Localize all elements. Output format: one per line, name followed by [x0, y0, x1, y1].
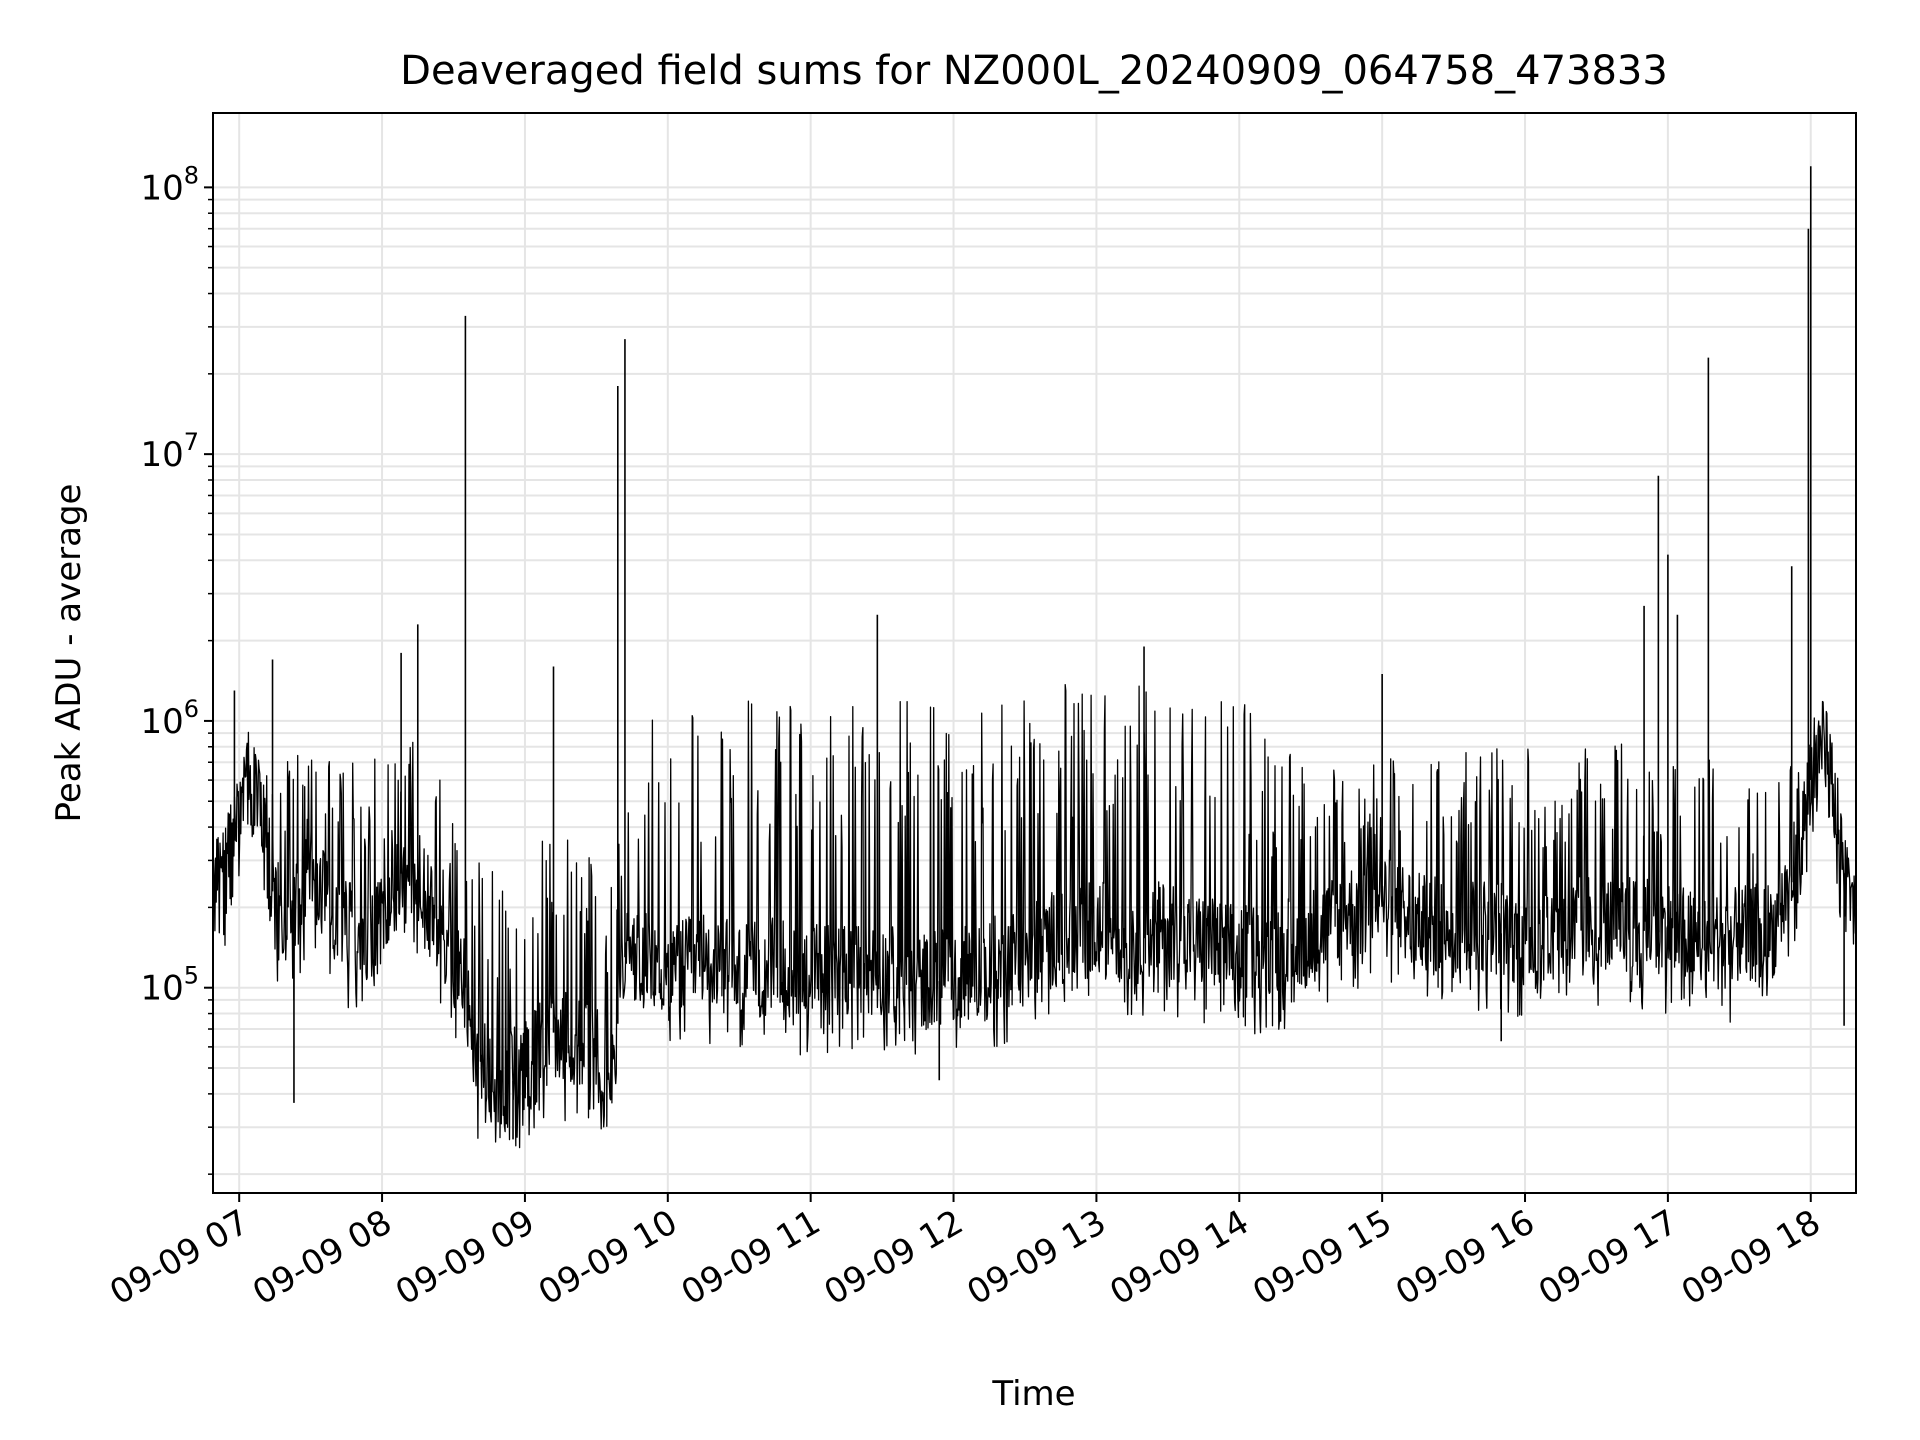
y-tick-label: 105 — [140, 962, 199, 1009]
plot-area — [213, 113, 1856, 1193]
y-tick-label: 106 — [140, 695, 199, 742]
y-tick-label: 108 — [140, 161, 199, 208]
y-axis-ticks: 105 106 107 108 — [140, 161, 213, 1175]
chart-title: Deaveraged field sums for NZ000L_2024090… — [400, 48, 1668, 94]
x-axis-label: Time — [991, 1374, 1075, 1414]
series-line — [212, 683, 1857, 1149]
y-axis-label: Peak ADU - average — [49, 484, 89, 823]
series-peak-adu — [212, 166, 1857, 1149]
y-tick-label: 107 — [140, 428, 199, 475]
plot-frame — [212, 112, 1857, 1194]
